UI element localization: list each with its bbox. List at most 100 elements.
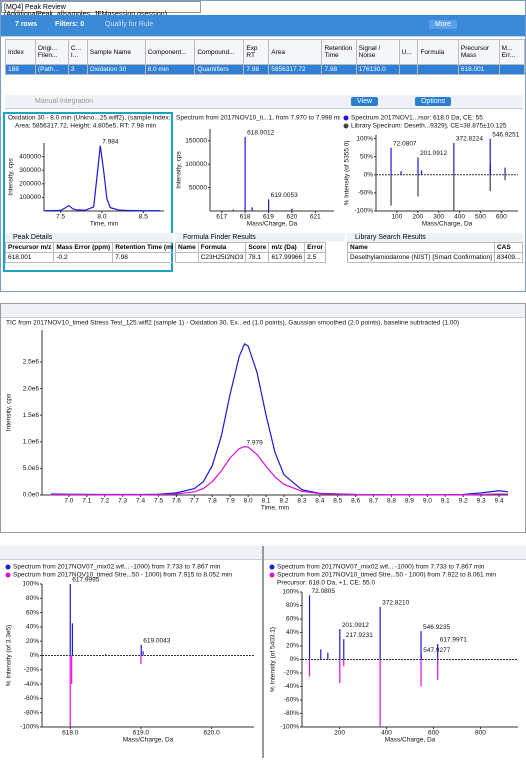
y-tick-label: -100% — [20, 724, 39, 731]
cell: (Path... — [34, 64, 69, 75]
x-axis-label: Mass/Charge, Da — [422, 221, 473, 228]
peak-label: 72.0805 — [312, 588, 336, 595]
xic-frame — [3, 112, 173, 272]
y-axis-label: % Intensity (of 5403.1) — [270, 627, 277, 692]
cell: 188 — [5, 64, 36, 75]
legend-dot — [269, 572, 275, 578]
peak-label: 7.984 — [102, 138, 119, 145]
peak-label: 619.0043 — [143, 637, 170, 644]
detail-panel: Formula Finder Results Name Formula Score m/… — [175, 233, 345, 273]
panel-toolbar: Manual Integration View Options — [5, 95, 523, 109]
y-tick-label: 100000 — [185, 161, 207, 168]
x-axis-label: Mass/Charge, Da — [123, 737, 174, 744]
peak-label: 217.9231 — [346, 632, 373, 639]
options-button[interactable]: Options — [415, 97, 452, 106]
column-header: Index — [5, 39, 36, 65]
plot: Spectrum from 2017NOV07_mix02.wif... -10… — [269, 564, 518, 744]
x-tick-label: 618.0 — [62, 730, 79, 737]
cell — [398, 64, 419, 75]
cell: 3 — [67, 64, 88, 75]
more-button[interactable]: More — [429, 20, 457, 29]
peak-label: 372.8210 — [382, 600, 409, 607]
x-tick-label: 7.4 — [136, 498, 145, 505]
y-tick-label: -80% — [24, 709, 39, 716]
cell — [498, 64, 525, 75]
y-tick-label: -60% — [284, 697, 299, 704]
peak-label: 617.9971 — [440, 637, 467, 644]
y-tick-label: -100% — [354, 208, 373, 215]
y-tick-label: 0% — [364, 172, 374, 179]
y-tick-label: 100% — [282, 589, 299, 596]
x-tick-label: 8.5 — [333, 498, 342, 505]
y-tick-label: 20% — [286, 643, 299, 650]
x-tick-label: 8.5 — [139, 214, 148, 221]
splitter — [262, 546, 264, 758]
plot: Spectrum from 2017NOV07_mix02.wif... -10… — [5, 564, 254, 744]
x-tick-label: 8.4 — [315, 498, 324, 505]
x-tick-label: 7.5 — [154, 498, 163, 505]
peak-label: 372.8224 — [456, 136, 483, 143]
y-tick-label: -80% — [284, 710, 299, 717]
view-button[interactable]: View — [351, 97, 379, 106]
details: Peak Details Precursor m/z Mass Error (ppm… — [5, 233, 523, 273]
y-tick-label: 40% — [26, 624, 39, 631]
cell: -0.2 — [53, 252, 114, 263]
detail-title: Library Search Results — [347, 233, 523, 242]
peak-label: 7.979 — [247, 439, 264, 446]
results-table: Index Origi... Filen... C... I... Sample Na… — [5, 39, 525, 81]
x-tick-label: 200 — [334, 730, 345, 737]
y-tick-label: 200000 — [19, 181, 41, 188]
manual-integration[interactable]: Manual Integration — [35, 98, 93, 105]
x-tick-label: 7.1 — [82, 498, 91, 505]
cell — [175, 252, 199, 263]
plot-subtitle: Area: 5856317.72, Height: 4.805e5, RT: 7… — [15, 123, 157, 130]
plot-title: Spectrum from 2017NOV10_ti...1, from 7.9… — [176, 115, 340, 122]
x-tick-label: 619.0 — [133, 730, 150, 737]
y-tick-label: 100% — [356, 135, 373, 142]
x-tick-label: 620.0 — [203, 730, 220, 737]
detail-panel: Library Search Results Name CAS Desethylami… — [347, 233, 523, 273]
cell: Oxidation 30 — [86, 64, 146, 75]
y-tick-label: 80% — [26, 595, 39, 602]
detail-table: Precursor m/z Mass Error (ppm) Retention T… — [5, 242, 173, 263]
peak-label: 618.0012 — [247, 130, 274, 137]
qualify-checkbox[interactable]: Qualify for Rule — [105, 21, 154, 28]
curve — [50, 342, 509, 496]
plot: TIC from 2017NOV10_timed Stress Test_125… — [6, 320, 509, 512]
x-axis-label: Mass/Charge, Da — [247, 221, 298, 228]
y-tick-label: 1.5e6 — [23, 412, 40, 419]
cell: 618.001 — [457, 64, 500, 75]
cell: 7.98 — [243, 64, 270, 75]
x-tick-label: 7.5 — [56, 214, 65, 221]
x-tick-label: 8.0 — [244, 498, 253, 505]
y-axis-label: Intensity, cps — [6, 393, 13, 431]
x-tick-label: 8.0 — [97, 214, 106, 221]
cell — [417, 64, 459, 75]
y-tick-label: 60% — [26, 609, 39, 616]
column-header: Retention Time (min) — [112, 242, 173, 253]
cell: 618.001 — [5, 252, 55, 263]
filters: Filters: 0 — [55, 21, 85, 28]
x-tick-label: 9.2 — [459, 498, 468, 505]
x-tick-label: 8.6 — [351, 498, 360, 505]
column-header: Compound... — [194, 39, 245, 65]
legend-dot — [343, 115, 349, 121]
x-tick-label: 619 — [263, 214, 274, 221]
plot: Spectrum 2017NOV1...rsor: 618.0 Da, CE: … — [343, 115, 520, 228]
window-title: [MQ4] Peak Review (AdditionalPeak_allsam… — [1, 1, 201, 18]
cell: C23H25I2NO3 — [197, 252, 247, 263]
toolbar: 7 rows Filters: 0 Qualify for Rule More — [1, 15, 525, 37]
curve — [43, 145, 160, 212]
peak-label: 617.9995 — [72, 577, 99, 584]
x-tick-label: 400 — [454, 214, 465, 221]
y-tick-label: 0% — [30, 652, 40, 659]
y-tick-label: 20% — [26, 638, 39, 645]
column-header: Score — [245, 242, 270, 253]
header-row: Name CAS — [347, 242, 523, 253]
table: Index Origi... Filen... C... I... Sample Na… — [5, 39, 525, 75]
y-tick-label: 2.5e6 — [23, 359, 40, 366]
y-tick-label: 100000 — [19, 194, 41, 201]
y-tick-label: 2.0e6 — [23, 385, 40, 392]
plot: Oxidation 30 - 8.0 min (Unkno...25.wiff2… — [8, 115, 170, 228]
